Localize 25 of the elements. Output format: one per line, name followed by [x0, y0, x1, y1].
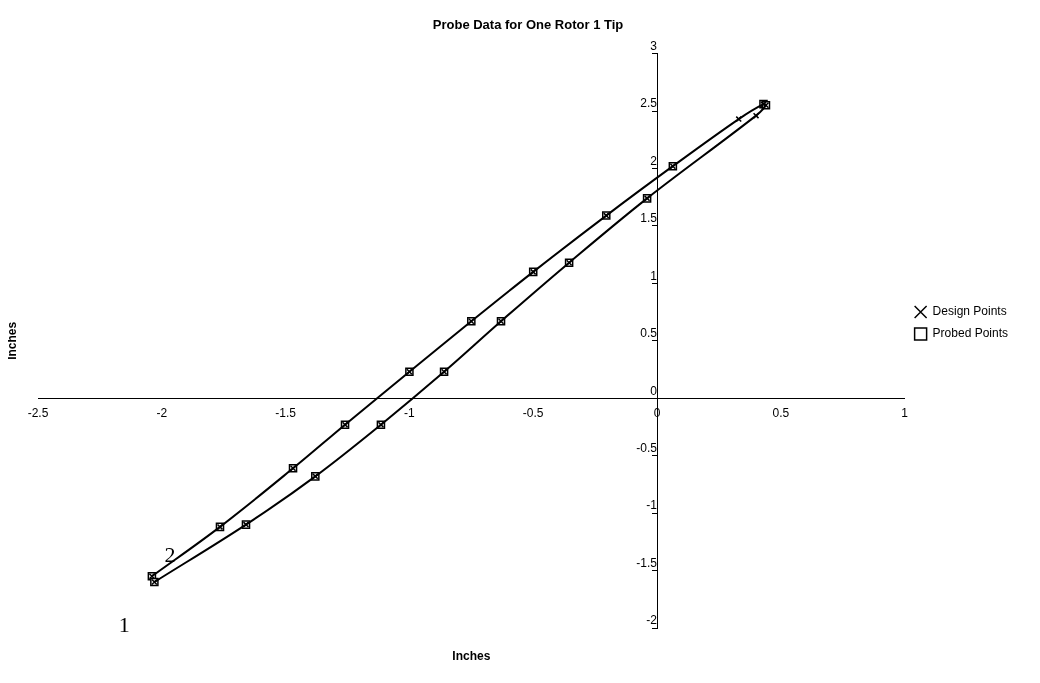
x-tick-label: -1.5 — [275, 405, 297, 420]
y-tick-label: 0.5 — [640, 326, 658, 341]
y-tick-label: -0.5 — [636, 440, 658, 455]
y-tick-label: -1 — [646, 498, 658, 513]
y-tick-label: 1 — [650, 268, 658, 283]
chart-title: Probe Data for One Rotor 1 Tip — [432, 17, 624, 33]
annotation: 1 — [118, 612, 130, 638]
legend-label: Probed Points — [932, 326, 1009, 341]
legend-label: Design Points — [932, 304, 1007, 319]
x-tick-label: -0.5 — [522, 405, 544, 420]
y-axis-title: Inches — [5, 321, 19, 360]
x-tick-label: 0.5 — [772, 405, 790, 420]
y-tick-label: 0 — [650, 383, 658, 398]
y-tick-label: 1.5 — [640, 211, 658, 226]
annotation: 2 — [164, 542, 176, 568]
y-tick-label: 2 — [650, 153, 658, 168]
x-tick-label: 1 — [901, 405, 909, 420]
x-axis-title: Inches — [452, 649, 491, 663]
y-tick-label: 2.5 — [640, 96, 658, 111]
x-tick-label: -2 — [156, 405, 168, 420]
y-tick-label: -2 — [646, 613, 658, 628]
y-tick-label: -1.5 — [636, 555, 658, 570]
x-tick-label: -2.5 — [27, 405, 49, 420]
y-tick-label: 3 — [650, 38, 658, 53]
x-tick-label: -1 — [404, 405, 416, 420]
